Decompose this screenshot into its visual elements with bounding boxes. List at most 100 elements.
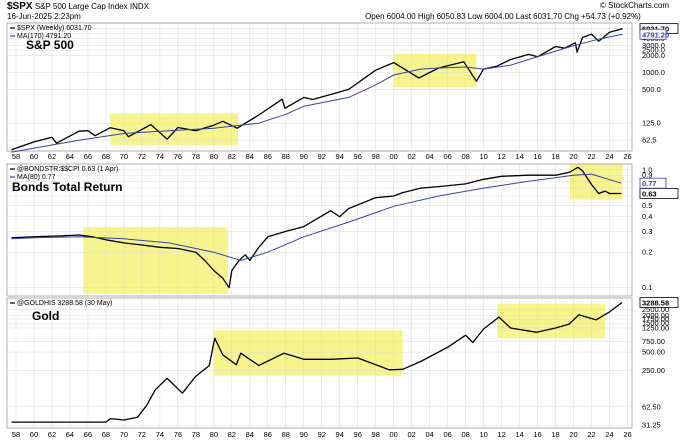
x-tick-label: 12 xyxy=(497,152,505,161)
y-tick-label: 500.0 xyxy=(642,85,661,94)
exchange-code: INDX xyxy=(129,2,149,11)
y-tick-label: 1000.0 xyxy=(642,68,665,77)
x-tick-label: 16 xyxy=(533,430,541,439)
x-tick-label: 58 xyxy=(12,152,20,161)
moving-average-line xyxy=(11,33,623,153)
x-tick-label: 82 xyxy=(228,430,236,439)
x-tick-label: 94 xyxy=(336,152,344,161)
x-tick-label: 86 xyxy=(264,430,272,439)
x-tick-label: 14 xyxy=(515,430,523,439)
quote-line: Open 6004.00 High 6050.83 Low 6004.00 La… xyxy=(365,12,641,21)
x-tick-label: 80 xyxy=(210,152,218,161)
x-tick-label: 10 xyxy=(479,152,487,161)
x-tick-label: 22 xyxy=(587,430,595,439)
y-tick-label: 1500.00 xyxy=(642,319,669,328)
y-tick-label: 2000.00 xyxy=(642,311,669,320)
panel-title: Gold xyxy=(32,309,59,323)
x-tick-label: 96 xyxy=(354,152,362,161)
x-tick-label: 02 xyxy=(408,152,416,161)
ma-value-box xyxy=(639,177,667,189)
x-tick-label: 10 xyxy=(479,430,487,439)
x-tick-label: 68 xyxy=(102,152,110,161)
last-value-box xyxy=(639,297,679,308)
panel-title: S&P 500 xyxy=(26,38,74,52)
x-tick-label: 62 xyxy=(48,152,56,161)
last-value-label: 3288.58 xyxy=(642,298,669,307)
x-tick-label: 70 xyxy=(120,430,128,439)
x-tick-label: 18 xyxy=(551,430,559,439)
y-tick-label: 1250.00 xyxy=(642,323,669,332)
x-tick-label: 06 xyxy=(443,430,451,439)
panel-frame xyxy=(6,163,633,297)
x-tick-label: 82 xyxy=(228,152,236,161)
y-tick-label: 0.3 xyxy=(642,227,652,236)
x-tick-label: 18 xyxy=(551,152,559,161)
x-tick-label: 06 xyxy=(443,152,451,161)
y-tick-label: 0.1 xyxy=(642,283,652,292)
stockcharts-watermark: © StockCharts.com xyxy=(600,1,670,10)
y-tick-label: 2500.0 xyxy=(642,46,665,55)
y-tick-label: 0.9 xyxy=(642,171,652,180)
ma-value-label: 0.77 xyxy=(642,179,657,188)
x-tick-label: 98 xyxy=(372,152,380,161)
y-tick-label: 2000.0 xyxy=(642,51,665,60)
chart-date: 16-Jun-2025 2:23pm xyxy=(7,12,81,21)
y-tick-label: 125.0 xyxy=(642,119,661,128)
legend-entry: $SPX (Weekly) 6031.70 xyxy=(17,25,92,32)
panel-1: 62.5125.0500.01000.02000.02500.03000.040… xyxy=(6,22,679,153)
x-tick-label: 88 xyxy=(282,152,290,161)
x-tick-label: 94 xyxy=(336,430,344,439)
highlight-box xyxy=(213,330,403,376)
legend-entry: @BONDSTR:$$CPI 0.63 (1 Apr) xyxy=(17,166,118,173)
panel-frame xyxy=(6,297,633,429)
panel-3: 31.25 62.50 250.00 500.00 750.00 1250.001500.… xyxy=(6,297,679,430)
highlight-box xyxy=(497,303,606,339)
panel-frame xyxy=(6,22,633,152)
x-tick-label: 64 xyxy=(66,430,74,439)
x-tick-label: 80 xyxy=(210,430,218,439)
x-tick-label: 90 xyxy=(300,152,308,161)
x-tick-label: 72 xyxy=(138,430,146,439)
x-tick-label: 66 xyxy=(84,152,92,161)
price-line xyxy=(11,301,623,423)
highlight-box xyxy=(83,226,229,294)
x-tick-label: 26 xyxy=(623,152,631,161)
x-tick-label: 66 xyxy=(84,430,92,439)
legend-entry: MA(170) 4791.20 xyxy=(17,33,71,40)
ticker-line: $SPX S&P 500 Large Cap Index INDX xyxy=(7,1,149,12)
x-tick-label: 98 xyxy=(372,430,380,439)
x-tick-label: 92 xyxy=(318,430,326,439)
x-tick-label: 58 xyxy=(12,430,20,439)
x-tick-label: 92 xyxy=(318,152,326,161)
x-tick-label: 04 xyxy=(425,152,433,161)
x-tick-label: 00 xyxy=(390,152,398,161)
y-tick-label: 0.4 xyxy=(642,212,652,221)
y-tick-label: 500.00 xyxy=(642,348,665,357)
y-tick-label: 2500.00 xyxy=(642,305,669,314)
x-tick-label: 02 xyxy=(408,430,416,439)
x-tick-label: 76 xyxy=(174,430,182,439)
x-tick-label: 60 xyxy=(30,430,38,439)
x-tick-label: 04 xyxy=(425,430,433,439)
ma-value-label: 4791.20 xyxy=(642,30,669,39)
y-tick-label: 0.2 xyxy=(642,248,652,257)
x-tick-label: 08 xyxy=(461,430,469,439)
x-tick-label: 24 xyxy=(605,430,613,439)
panel-title: Bonds Total Return xyxy=(12,180,122,194)
y-tick-label: 3000.0 xyxy=(642,41,665,50)
legend-entry: MA(80) 0.77 xyxy=(17,174,56,181)
x-tick-label: 24 xyxy=(605,152,613,161)
y-tick-label: 1.0 xyxy=(642,165,652,174)
y-tick-label: 0.5 xyxy=(642,201,652,210)
x-tick-label: 26 xyxy=(623,430,631,439)
index-name: S&P 500 Large Cap Index xyxy=(34,2,128,11)
highlight-box xyxy=(110,113,239,146)
panel-2: 0.10.20.30.40.50.60.70.80.91.00.630.77@B… xyxy=(6,163,679,297)
x-tick-label: 08 xyxy=(461,152,469,161)
last-value-label: 0.63 xyxy=(642,189,657,198)
y-tick-label: 1750.00 xyxy=(642,315,669,324)
x-tick-label: 70 xyxy=(120,152,128,161)
x-tick-label: 60 xyxy=(30,152,38,161)
y-tick-label: 250.00 xyxy=(642,366,665,375)
